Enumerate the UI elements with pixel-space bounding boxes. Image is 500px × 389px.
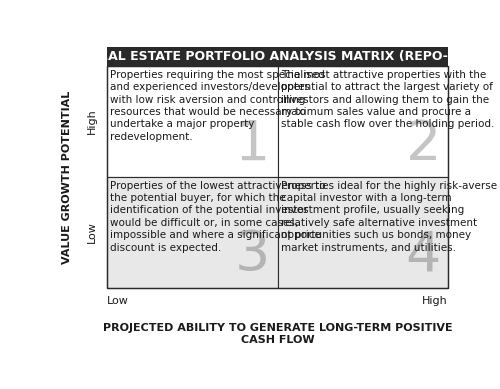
Text: 3: 3	[235, 228, 270, 282]
Bar	[107, 66, 278, 177]
Bar	[278, 177, 448, 288]
Text: VALUE GROWTH POTENTIAL: VALUE GROWTH POTENTIAL	[62, 90, 72, 264]
Text: PROJECTED ABILITY TO GENERATE LONG-TERM POSITIVE
CASH FLOW: PROJECTED ABILITY TO GENERATE LONG-TERM …	[103, 323, 453, 345]
Text: High: High	[86, 109, 97, 135]
Text: Properties requiring the most specialised
and experienced investors/developers
w: Properties requiring the most specialise…	[110, 70, 325, 142]
Text: 4: 4	[406, 228, 441, 282]
Text: Properties ideal for the highly risk-averse
capital investor with a long-term
in: Properties ideal for the highly risk-ave…	[280, 180, 497, 252]
Bar	[107, 66, 448, 288]
Text: Low: Low	[107, 296, 129, 306]
Text: Low: Low	[86, 221, 97, 244]
Bar	[107, 177, 278, 288]
Bar	[107, 47, 448, 66]
Text: The most attractive properties with the
potential to attract the largest variety: The most attractive properties with the …	[280, 70, 494, 130]
Text: 1: 1	[236, 117, 270, 172]
Text: 2: 2	[406, 117, 441, 172]
Text: Properties of the lowest attractiveness to
the potential buyer, for which the
id: Properties of the lowest attractiveness …	[110, 180, 326, 252]
Text: REAL ESTATE PORTFOLIO ANALYSIS MATRIX (REPO-M): REAL ESTATE PORTFOLIO ANALYSIS MATRIX (R…	[90, 50, 466, 63]
Text: High: High	[422, 296, 448, 306]
Bar	[278, 66, 448, 177]
